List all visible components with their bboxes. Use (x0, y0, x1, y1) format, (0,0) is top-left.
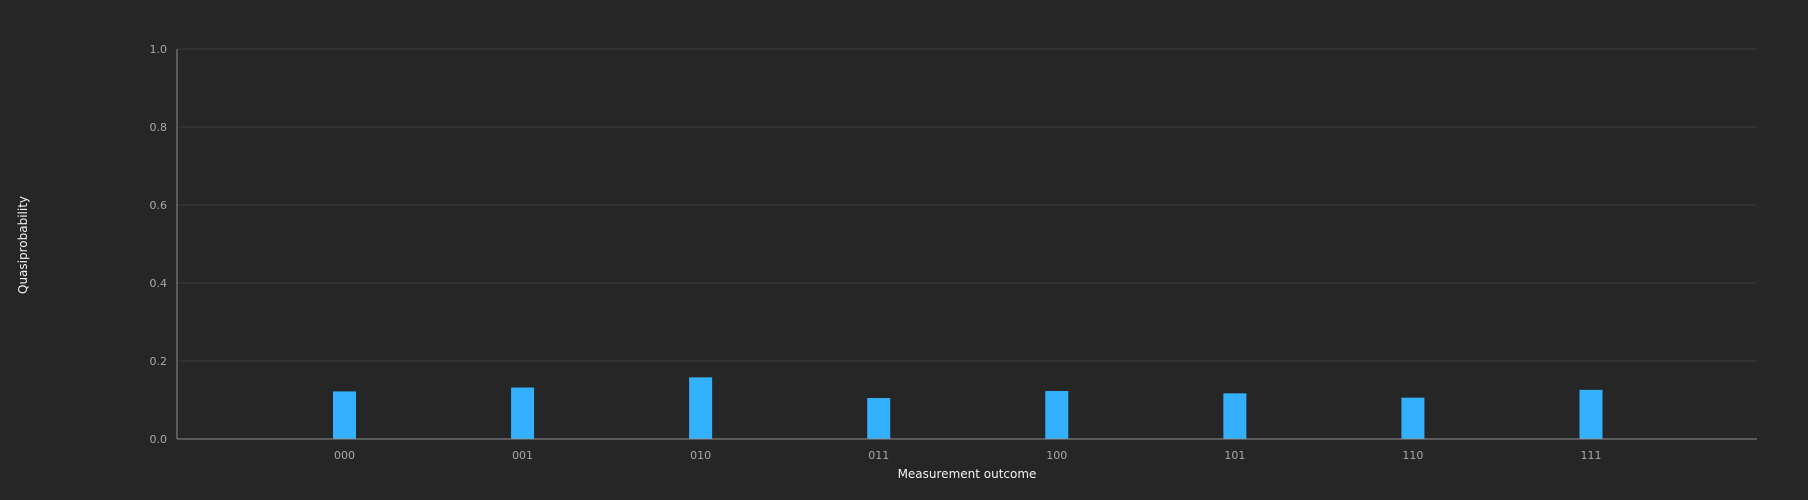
bar-110 (1401, 397, 1425, 439)
x-tick-label-010: 010 (690, 449, 711, 462)
y-tick-labels: 0.0 0.2 0.4 0.6 0.8 1.0 (150, 43, 168, 446)
y-tick-label: 0.6 (150, 199, 168, 212)
y-tick-label: 1.0 (150, 43, 168, 56)
y-tick-label: 0.4 (150, 277, 168, 290)
y-tick-label: 0.2 (150, 355, 168, 368)
x-tick-label-011: 011 (868, 449, 889, 462)
bars (333, 377, 1603, 439)
grid-lines (177, 48, 1757, 362)
x-tick-label-001: 001 (512, 449, 533, 462)
axes (176, 49, 1757, 440)
x-axis-title: Measurement outcome (898, 467, 1037, 481)
y-tick-label: 0.8 (150, 121, 168, 134)
bar-010 (689, 377, 713, 439)
bar-100 (1045, 391, 1069, 439)
x-tick-labels: 000 001 010 011 100 101 110 111 (334, 449, 1602, 462)
y-axis-title: Quasiprobability (16, 196, 30, 294)
bar-111 (1579, 389, 1603, 439)
x-tick-label-100: 100 (1046, 449, 1067, 462)
x-tick-label-111: 111 (1581, 449, 1602, 462)
x-tick-label-000: 000 (334, 449, 355, 462)
x-tick-label-101: 101 (1224, 449, 1245, 462)
bar-000 (333, 391, 356, 439)
bar-011 (867, 398, 891, 439)
x-tick-label-110: 110 (1402, 449, 1423, 462)
y-tick-label: 0.0 (150, 433, 168, 446)
bar-101 (1223, 393, 1247, 439)
bar-001 (511, 387, 535, 439)
